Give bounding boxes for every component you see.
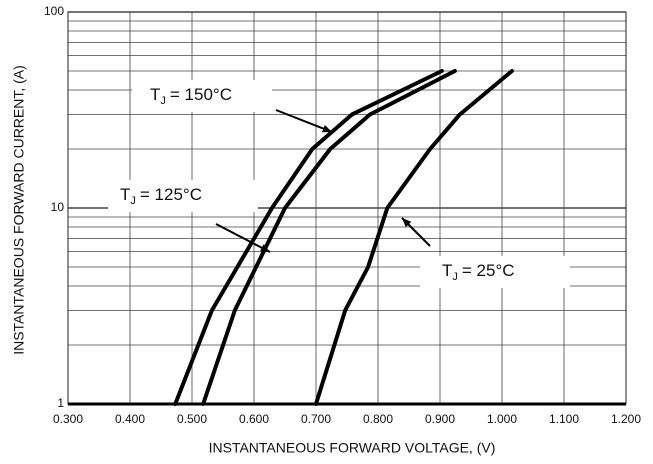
x-tick-label: 0.800 [363, 412, 393, 426]
annotation-arrow [215, 223, 271, 253]
x-tick-label: 0.900 [425, 412, 455, 426]
x-tick-label: 1.100 [549, 412, 579, 426]
arrow-head [402, 218, 412, 228]
annotation-symbol: T [442, 261, 452, 280]
annotation-box [420, 256, 570, 288]
annotation-box [108, 180, 258, 212]
annotation-box [132, 80, 272, 112]
x-tick-label: 0.400 [115, 412, 145, 426]
x-axis-label: INSTANTANEOUS FORWARD VOLTAGE, (V) [209, 440, 496, 456]
x-tick-label: 1.200 [611, 412, 641, 426]
annotation: TJ = 25°C [442, 261, 515, 282]
annotation: TJ = 125°C [120, 185, 202, 206]
annotation-symbol: T [120, 185, 130, 204]
annotation-text: = 125°C [140, 185, 202, 204]
annotation-symbol: T [150, 85, 160, 104]
annotation-arrow [275, 109, 333, 133]
annotation-subscript: J [130, 195, 136, 207]
y-tick-label: 10 [51, 200, 65, 214]
y-tick-label: 1 [57, 396, 64, 410]
arrow-head [260, 244, 270, 252]
y-tick-label: 100 [44, 4, 64, 18]
x-tick-label: 0.500 [177, 412, 207, 426]
annotation-text: = 25°C [462, 261, 515, 280]
annotation-subscript: J [452, 271, 458, 283]
x-tick-label: 0.300 [53, 412, 83, 426]
x-tick-label: 0.700 [301, 412, 331, 426]
annotation-text: = 150°C [170, 85, 232, 104]
curve [201, 69, 457, 406]
arrow-head [322, 125, 332, 133]
x-tick-label: 0.600 [239, 412, 269, 426]
annotation: TJ = 150°C [150, 85, 232, 106]
curve [173, 69, 444, 406]
curve [314, 69, 514, 406]
annotation-subscript: J [160, 95, 166, 107]
x-tick-label: 1.000 [487, 412, 517, 426]
y-axis-label: INSTANTANEOUS FORWARD CURRENT, (A) [11, 65, 27, 355]
